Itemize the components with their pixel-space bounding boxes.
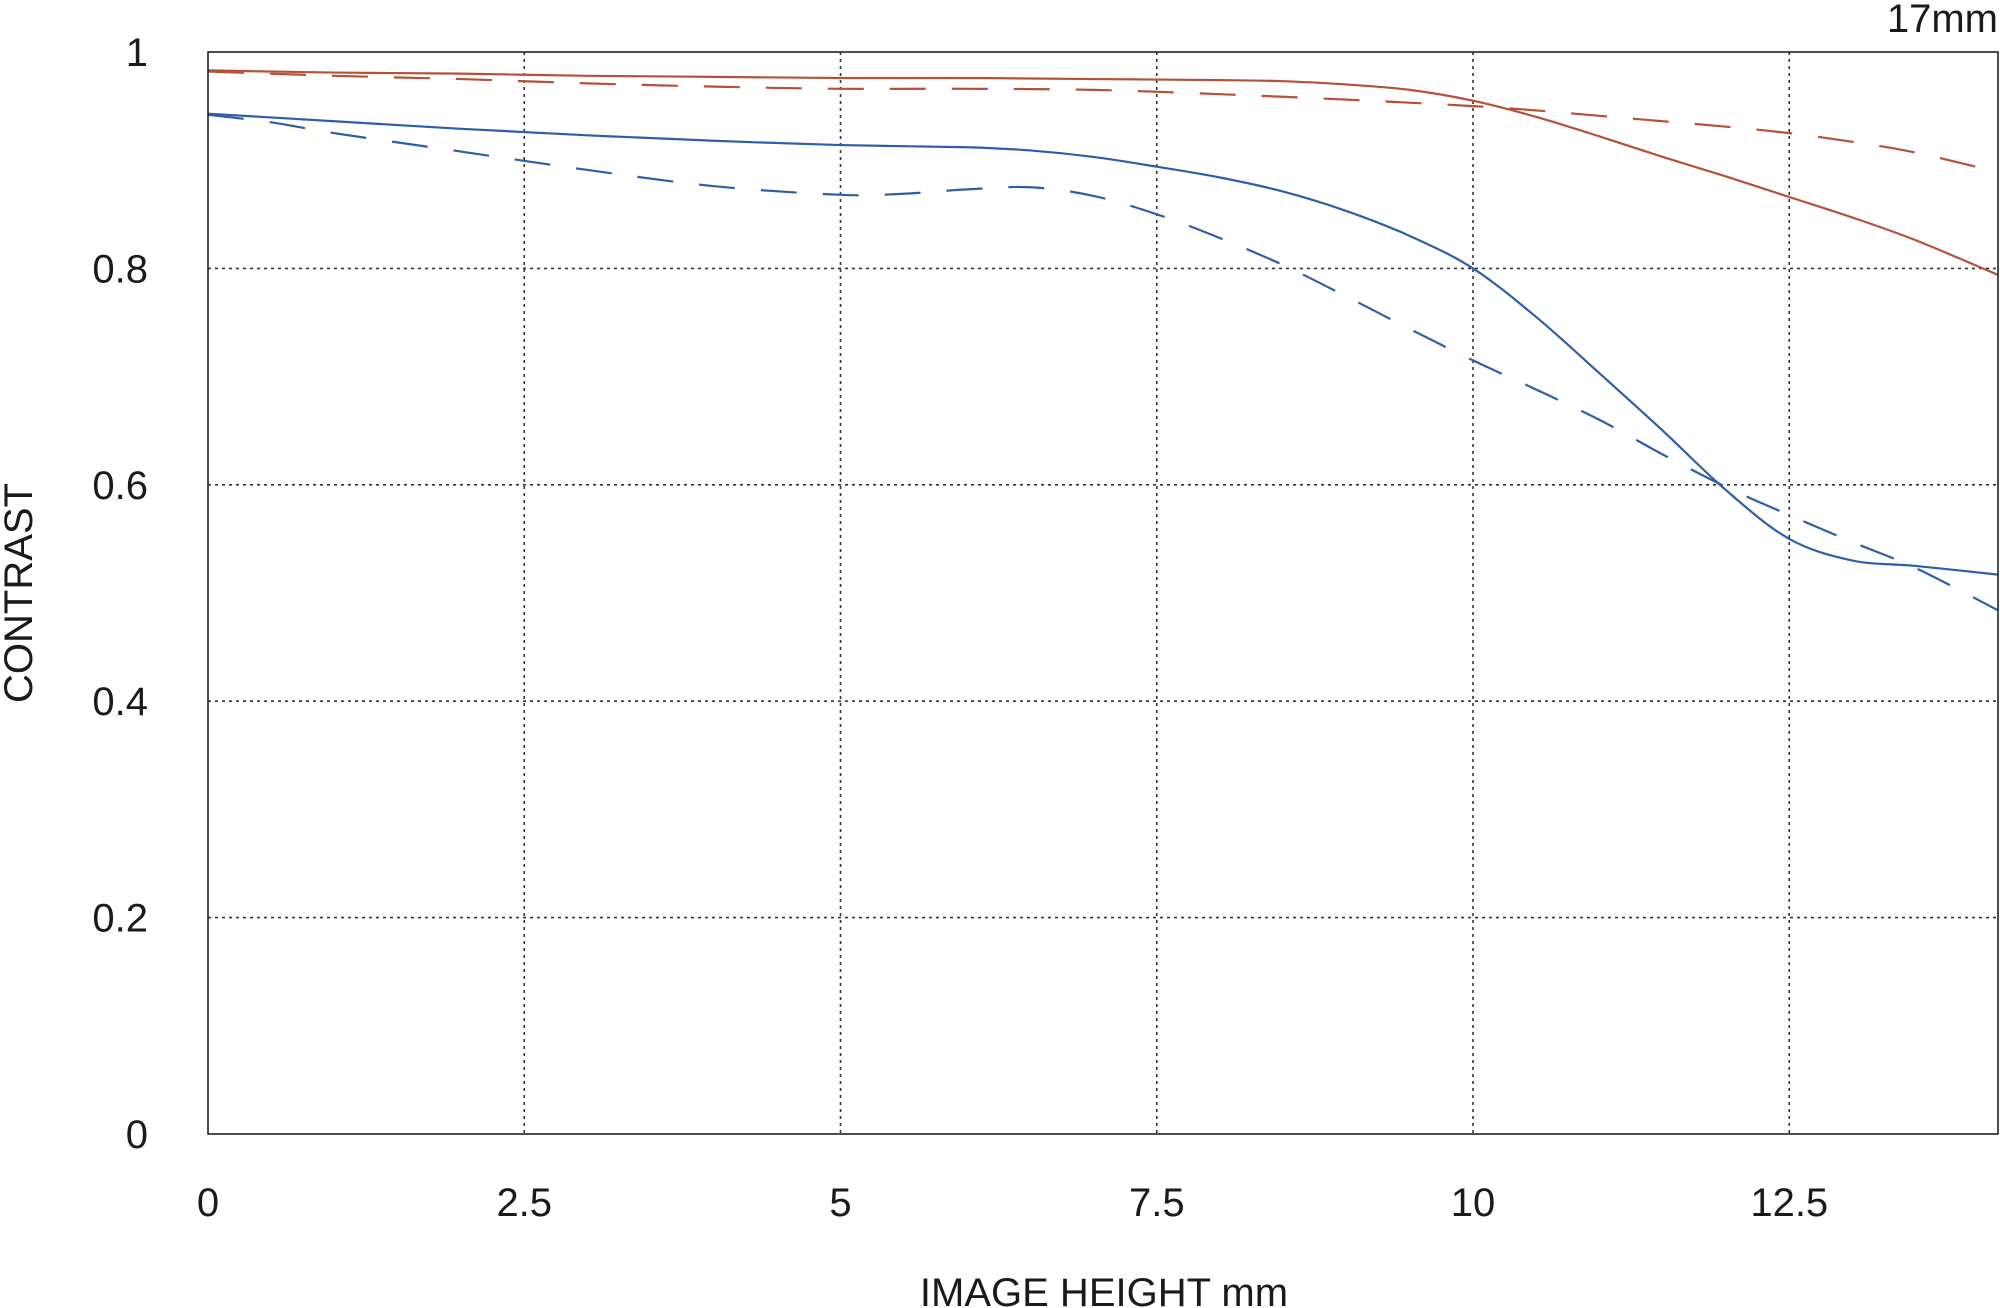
- series-lines: [207, 69, 1999, 612]
- y-tick-label: 0.6: [92, 464, 148, 508]
- y-axis-title: CONTRAST: [0, 483, 41, 703]
- x-axis-title: IMAGE HEIGHT mm: [920, 1271, 1288, 1308]
- y-tick-label: 1: [126, 31, 148, 75]
- series-line-dashed-1: [207, 70, 1999, 174]
- plot-frame: [207, 51, 1999, 1135]
- grid-lines: [208, 52, 1998, 1134]
- y-tick-label: 0: [126, 1113, 148, 1157]
- x-tick-labels: 0 2.5 5 7.5 10 12.5: [197, 1181, 1828, 1225]
- x-tick-label: 0: [197, 1181, 219, 1225]
- x-tick-label: 7.5: [1129, 1181, 1185, 1225]
- y-tick-labels: 0 0.2 0.4 0.6 0.8 1: [92, 31, 148, 1157]
- x-tick-label: 5: [829, 1181, 851, 1225]
- y-tick-label: 0.2: [92, 897, 148, 941]
- x-tick-label: 2.5: [496, 1181, 552, 1225]
- focal-length-label: 17mm: [1887, 0, 1998, 41]
- series-line-solid-0: [207, 69, 1999, 276]
- series-line-solid-2: [207, 112, 1999, 576]
- y-tick-label: 0.8: [92, 247, 148, 291]
- series-line-dashed-3: [207, 113, 1999, 612]
- x-tick-label: 10: [1451, 1181, 1496, 1225]
- y-tick-label: 0.4: [92, 680, 148, 724]
- x-tick-label: 12.5: [1750, 1181, 1828, 1225]
